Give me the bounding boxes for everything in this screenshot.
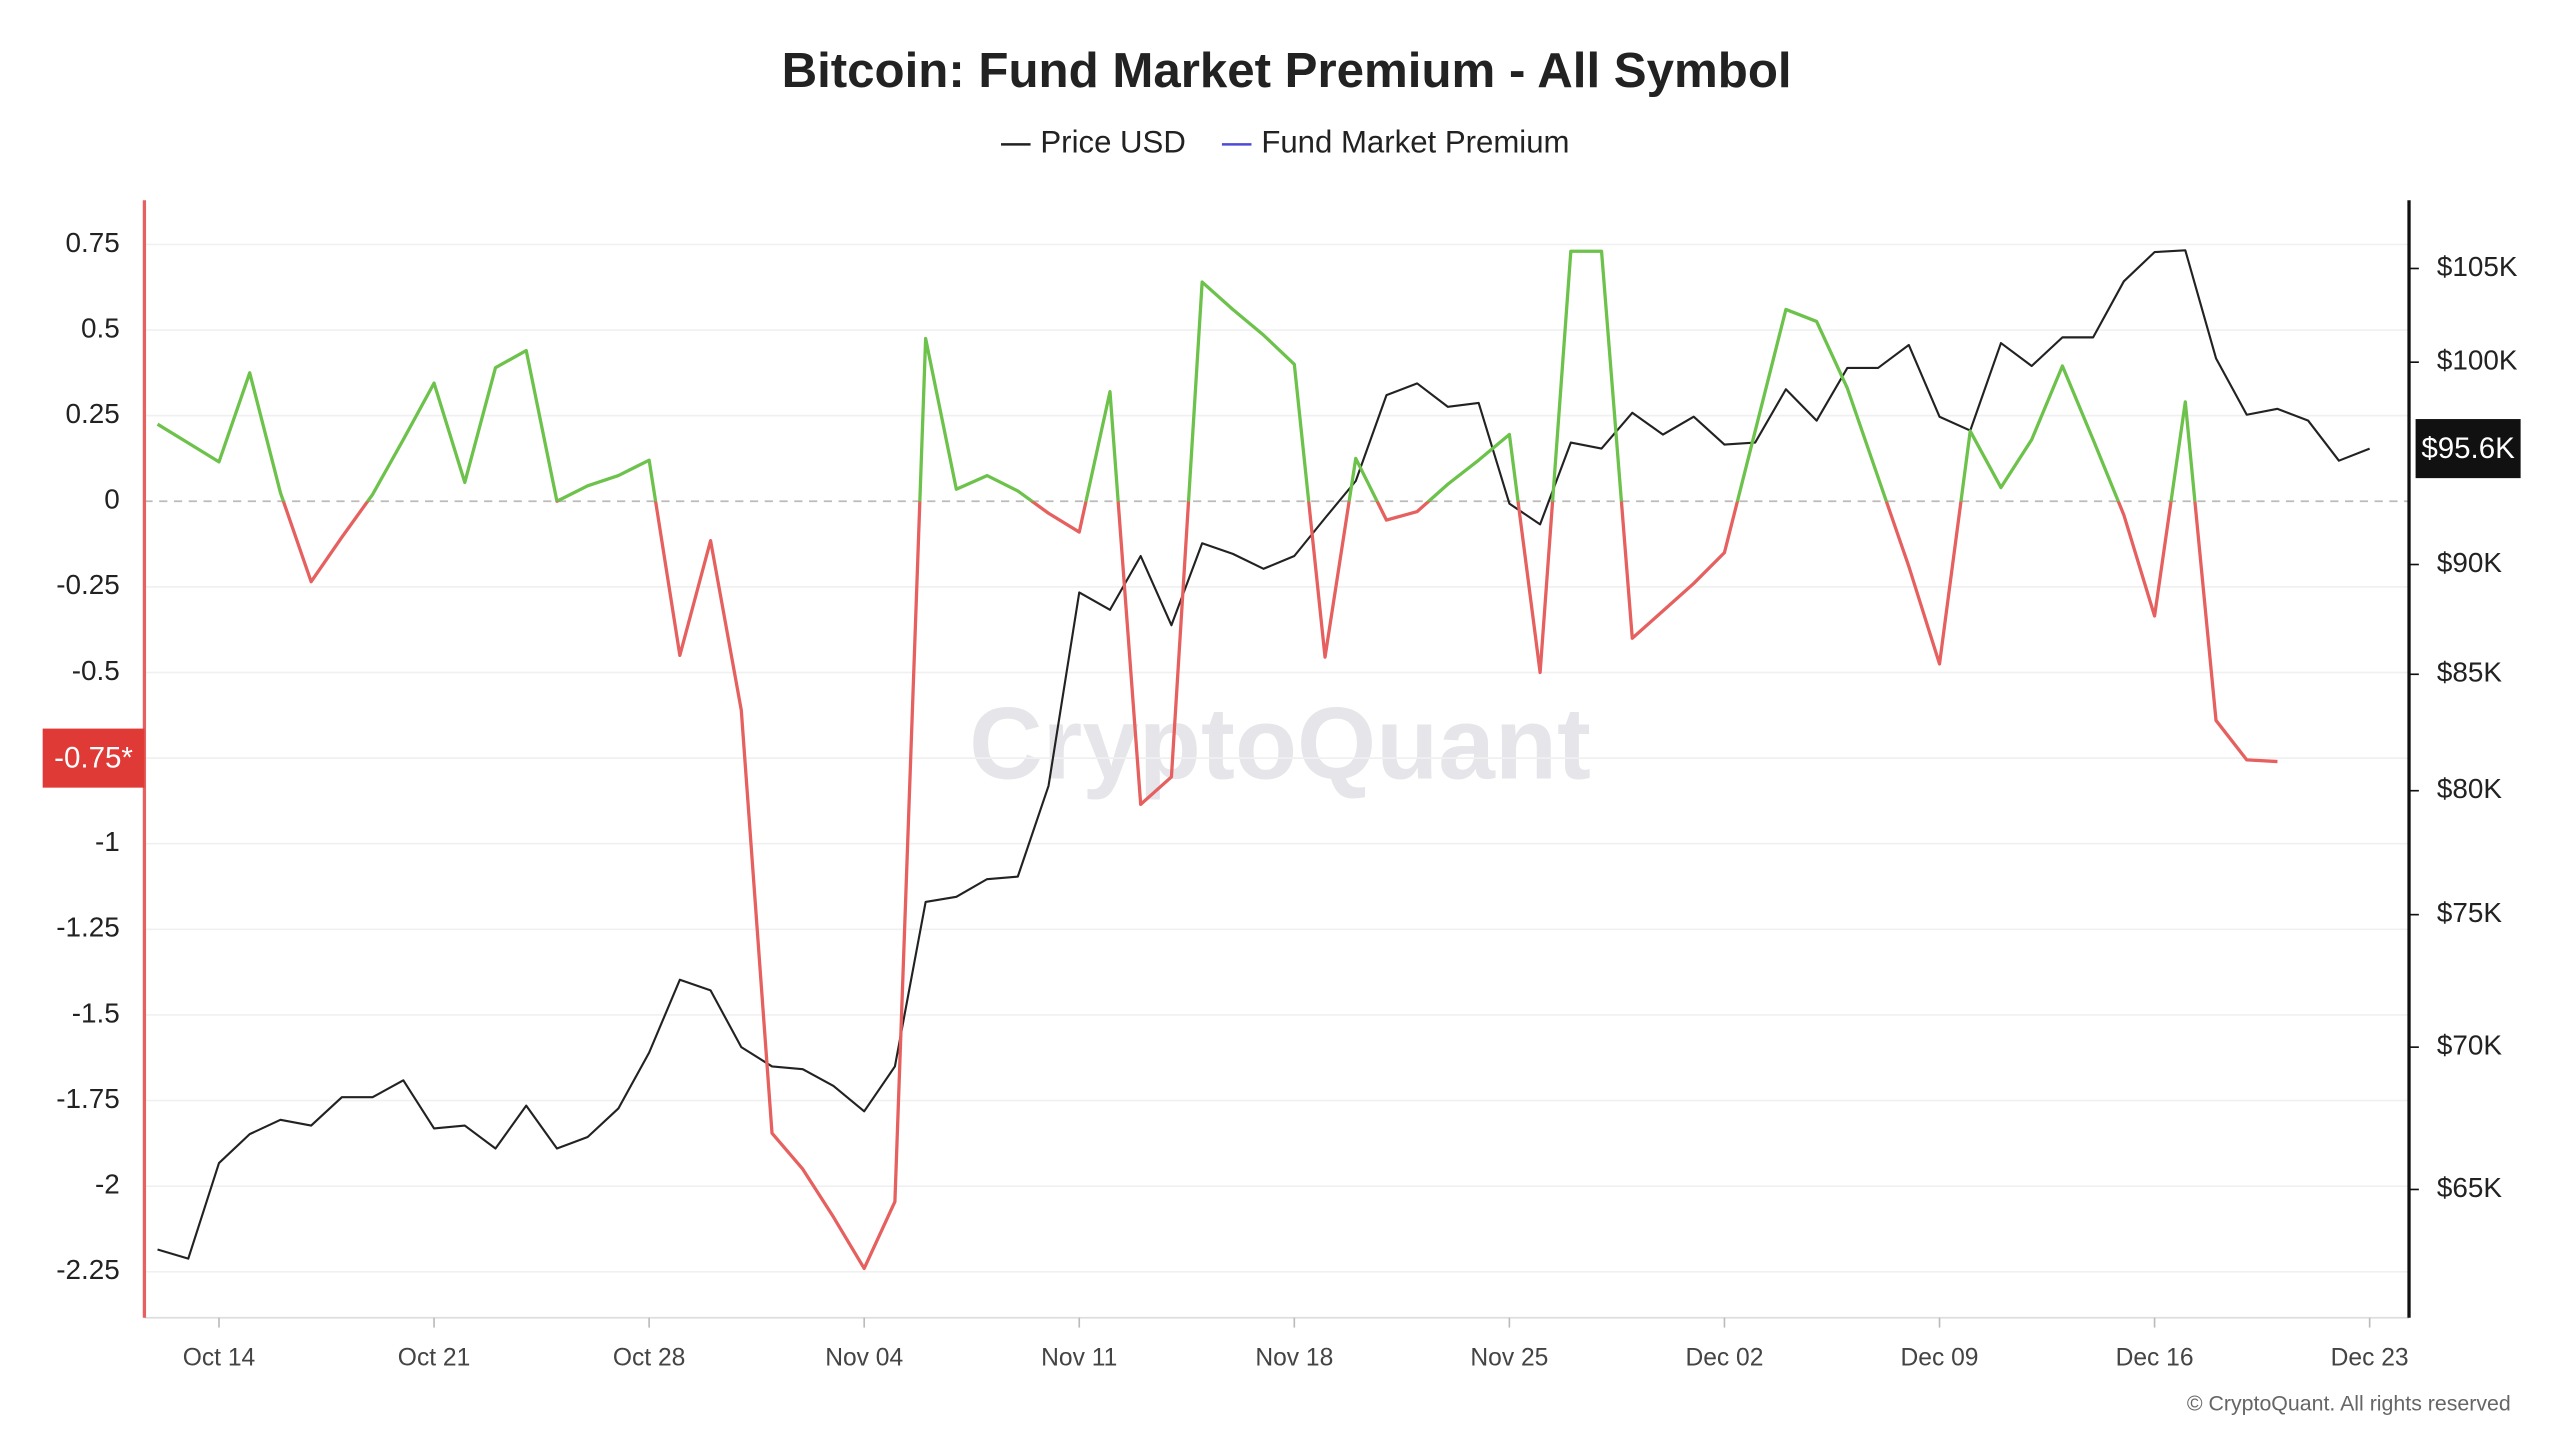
y2-tick-label: $105K [2437, 251, 2518, 282]
y-tick-label: -0.5 [72, 655, 120, 686]
x-tick-label: Dec 23 [2331, 1344, 2409, 1371]
x-tick-label: Nov 04 [825, 1344, 903, 1371]
x-tick-label: Oct 14 [183, 1344, 256, 1371]
y2-tick-label: $70K [2437, 1030, 2503, 1061]
y-tick-label: -0.25 [56, 569, 120, 600]
y2-tick-label: $75K [2437, 897, 2503, 928]
legend-label: Price USD [1040, 125, 1185, 160]
x-tick-label: Oct 28 [613, 1344, 686, 1371]
series-line [157, 249, 2371, 1260]
x-tick-label: Nov 11 [1041, 1344, 1117, 1371]
y-tick-label: 0.25 [66, 398, 120, 429]
y-tick-label: -1 [95, 826, 120, 857]
x-tick-label: Dec 02 [1685, 1344, 1763, 1371]
y-tick-label: -1.5 [72, 997, 120, 1028]
value-badge-label: -0.75* [54, 742, 133, 775]
legend-label: Fund Market Premium [1261, 125, 1569, 160]
chart-title: Bitcoin: Fund Market Premium - All Symbo… [782, 43, 1792, 98]
y-tick-label: -1.25 [56, 912, 120, 943]
y2-tick-label: $90K [2437, 547, 2503, 578]
x-tick-label: Dec 09 [1901, 1344, 1979, 1371]
y2-tick-label: $85K [2437, 657, 2503, 688]
x-tick-label: Dec 16 [2116, 1344, 2194, 1371]
watermark: CryptoQuant [969, 686, 1591, 800]
y2-tick-label: $65K [2437, 1172, 2503, 1203]
y2-tick-label: $100K [2437, 345, 2518, 376]
series-line [156, 249, 2278, 1271]
y-tick-label: -2.25 [56, 1254, 120, 1285]
y-tick-label: 0.75 [66, 227, 120, 258]
value-badge [42, 728, 145, 788]
value-badge [2415, 419, 2521, 479]
y-tick-label: -1.75 [56, 1083, 120, 1114]
y-tick-label: 0 [104, 484, 120, 515]
x-tick-label: Nov 25 [1470, 1344, 1548, 1371]
value-badge-label: $95.6K [2421, 432, 2515, 465]
x-tick-label: Nov 18 [1255, 1344, 1333, 1371]
y-tick-label: -2 [95, 1169, 120, 1200]
footer: © CryptoQuant. All rights reserved [2187, 1391, 2511, 1415]
x-tick-label: Oct 21 [398, 1344, 470, 1371]
y-tick-label: 0.5 [81, 312, 120, 343]
y2-tick-label: $80K [2437, 773, 2503, 804]
